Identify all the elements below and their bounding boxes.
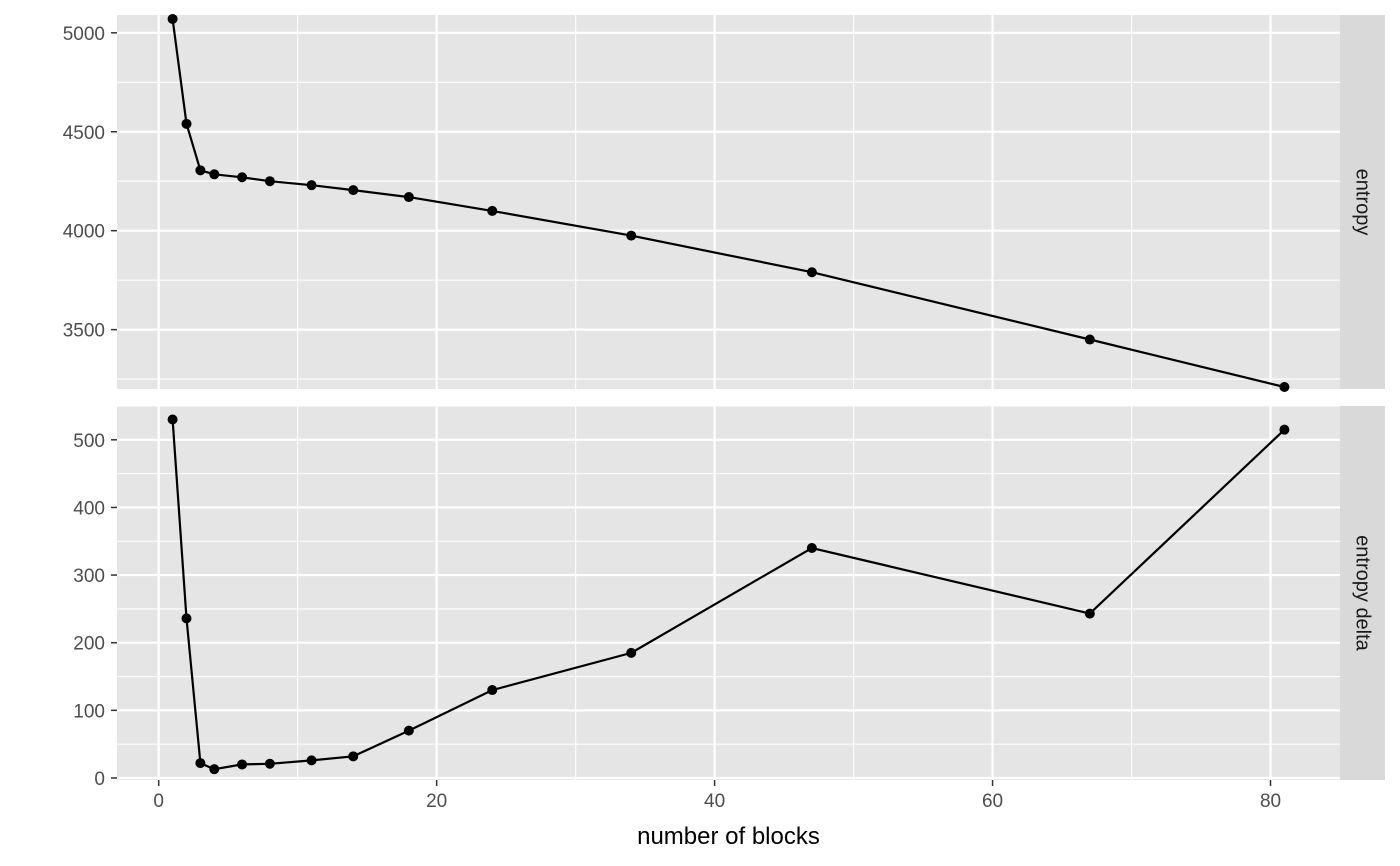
y-tick-label: 500: [73, 431, 105, 452]
data-point: [806, 267, 817, 278]
data-point: [487, 205, 498, 216]
data-point: [195, 165, 206, 176]
y-tick-label: 5000: [63, 24, 105, 45]
x-tick-label: 0: [153, 791, 164, 812]
data-point: [348, 751, 359, 762]
x-tick-label: 60: [982, 791, 1003, 812]
data-point: [1084, 334, 1095, 345]
y-tick-label: 100: [73, 701, 105, 722]
panel-entropy: 3500 4000 4500 5000 entropy: [63, 13, 1385, 393]
strip-background: [1340, 406, 1385, 780]
panel-entropy-delta: 0 100 200 300 400 500 entropy delta: [73, 405, 1385, 790]
data-point: [209, 764, 220, 775]
data-point: [264, 758, 275, 769]
data-point: [181, 613, 192, 624]
data-point: [626, 230, 637, 241]
y-tick-label: 4500: [63, 123, 105, 144]
data-point: [1084, 608, 1095, 619]
data-point: [195, 758, 206, 769]
strip-label: entropy: [1352, 169, 1374, 236]
x-tick-label: 20: [426, 791, 447, 812]
x-tick-label: 80: [1260, 791, 1281, 812]
data-point: [306, 755, 317, 766]
x-axis: 0 20 40 60 80: [153, 780, 1281, 812]
data-point: [209, 169, 220, 180]
x-tick-label: 40: [704, 791, 725, 812]
panel-background: [117, 15, 1340, 389]
data-point: [237, 759, 248, 770]
y-tick-label: 3500: [63, 321, 105, 342]
data-point: [487, 685, 498, 696]
data-point: [167, 13, 178, 24]
data-point: [403, 192, 414, 203]
y-tick-label: 300: [73, 566, 105, 587]
y-tick-label: 4000: [63, 222, 105, 243]
y-tick-label: 0: [94, 769, 105, 790]
strip-background: [1340, 15, 1385, 389]
strip-label: entropy delta: [1352, 535, 1374, 652]
data-point: [348, 185, 359, 196]
data-point: [1279, 382, 1290, 393]
data-point: [403, 725, 414, 736]
y-tick-label: 200: [73, 634, 105, 655]
x-axis-title: number of blocks: [637, 823, 820, 850]
data-point: [1279, 424, 1290, 435]
data-point: [181, 118, 192, 129]
data-point: [264, 176, 275, 187]
data-point: [306, 180, 317, 191]
data-point: [626, 647, 637, 658]
data-point: [237, 172, 248, 183]
data-point: [167, 414, 178, 425]
data-point: [806, 543, 817, 554]
y-tick-label: 400: [73, 498, 105, 519]
panel-background: [117, 406, 1340, 780]
